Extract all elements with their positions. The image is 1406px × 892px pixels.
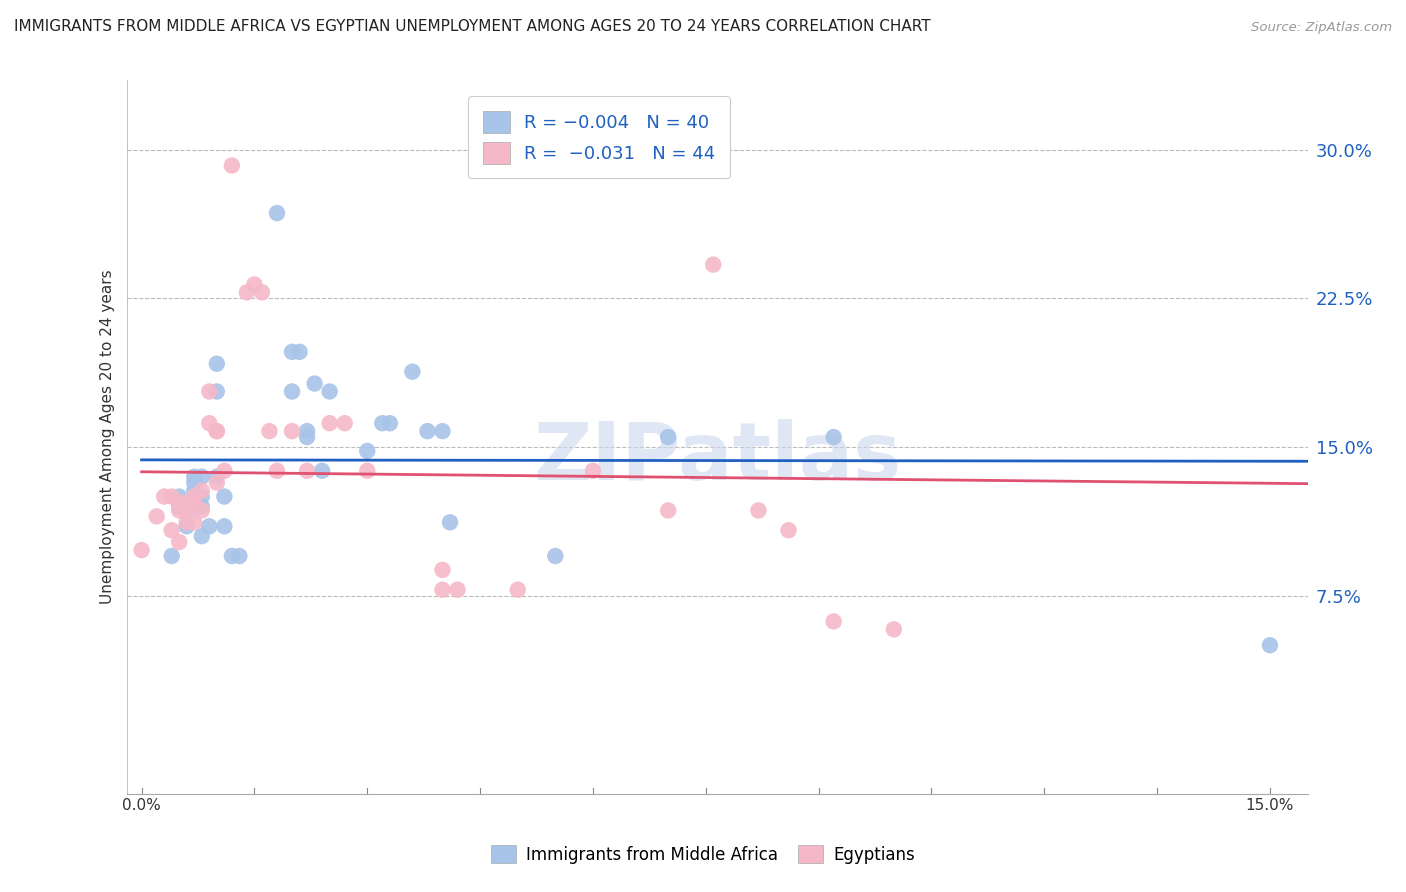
Point — [446, 582, 468, 597]
Point — [183, 500, 205, 514]
Point — [198, 519, 221, 533]
Point — [281, 424, 304, 438]
Point — [167, 500, 190, 514]
Point — [747, 503, 769, 517]
Point — [432, 582, 454, 597]
Point — [228, 549, 250, 563]
Point — [356, 464, 378, 478]
Point — [191, 500, 214, 514]
Point — [176, 519, 198, 533]
Text: 0.0%: 0.0% — [122, 797, 160, 813]
Point — [657, 503, 679, 517]
Point — [432, 563, 454, 577]
Point — [304, 376, 326, 391]
Point — [544, 549, 567, 563]
Point — [153, 490, 176, 504]
Point — [183, 516, 205, 530]
Point — [205, 357, 228, 371]
Point — [1258, 638, 1281, 652]
Point — [657, 430, 679, 444]
Point — [145, 509, 167, 524]
Point — [318, 416, 340, 430]
Text: IMMIGRANTS FROM MIDDLE AFRICA VS EGYPTIAN UNEMPLOYMENT AMONG AGES 20 TO 24 YEARS: IMMIGRANTS FROM MIDDLE AFRICA VS EGYPTIA… — [14, 20, 931, 34]
Point — [243, 277, 266, 292]
Point — [266, 464, 288, 478]
Point — [281, 344, 304, 359]
Point — [778, 523, 800, 537]
Point — [191, 503, 214, 517]
Point — [883, 623, 905, 637]
Y-axis label: Unemployment Among Ages 20 to 24 years: Unemployment Among Ages 20 to 24 years — [100, 269, 115, 605]
Point — [506, 582, 529, 597]
Point — [214, 464, 236, 478]
Point — [183, 475, 205, 490]
Point — [439, 516, 461, 530]
Point — [582, 464, 605, 478]
Point — [176, 495, 198, 509]
Legend: R = −0.004   N = 40, R =  −0.031   N = 44: R = −0.004 N = 40, R = −0.031 N = 44 — [468, 96, 730, 178]
Point — [295, 424, 318, 438]
Point — [250, 285, 273, 300]
Point — [333, 416, 356, 430]
Point — [236, 285, 259, 300]
Point — [167, 490, 190, 504]
Point — [183, 469, 205, 483]
Point — [198, 384, 221, 399]
Point — [823, 430, 845, 444]
Point — [318, 384, 340, 399]
Point — [259, 424, 281, 438]
Point — [221, 159, 243, 173]
Point — [214, 490, 236, 504]
Point — [356, 444, 378, 458]
Text: 15.0%: 15.0% — [1246, 797, 1294, 813]
Point — [295, 430, 318, 444]
Point — [160, 523, 183, 537]
Point — [167, 495, 190, 509]
Point — [823, 615, 845, 629]
Point — [183, 495, 205, 509]
Point — [311, 464, 333, 478]
Point — [205, 469, 228, 483]
Point — [198, 416, 221, 430]
Point — [221, 549, 243, 563]
Point — [183, 490, 205, 504]
Point — [167, 535, 190, 549]
Point — [288, 344, 311, 359]
Point — [205, 424, 228, 438]
Point — [205, 424, 228, 438]
Point — [167, 503, 190, 517]
Point — [131, 543, 153, 558]
Legend: Immigrants from Middle Africa, Egyptians: Immigrants from Middle Africa, Egyptians — [485, 838, 921, 871]
Point — [183, 483, 205, 498]
Point — [266, 206, 288, 220]
Point — [176, 503, 198, 517]
Point — [191, 529, 214, 543]
Point — [191, 469, 214, 483]
Text: ZIPatlas: ZIPatlas — [533, 419, 901, 498]
Point — [160, 490, 183, 504]
Point — [205, 475, 228, 490]
Point — [371, 416, 394, 430]
Point — [281, 384, 304, 399]
Point — [191, 490, 214, 504]
Point — [432, 424, 454, 438]
Point — [378, 416, 401, 430]
Point — [214, 519, 236, 533]
Point — [416, 424, 439, 438]
Text: Source: ZipAtlas.com: Source: ZipAtlas.com — [1251, 21, 1392, 34]
Point — [176, 516, 198, 530]
Point — [160, 549, 183, 563]
Point — [295, 464, 318, 478]
Point — [702, 258, 724, 272]
Point — [191, 483, 214, 498]
Point — [205, 384, 228, 399]
Point — [401, 365, 423, 379]
